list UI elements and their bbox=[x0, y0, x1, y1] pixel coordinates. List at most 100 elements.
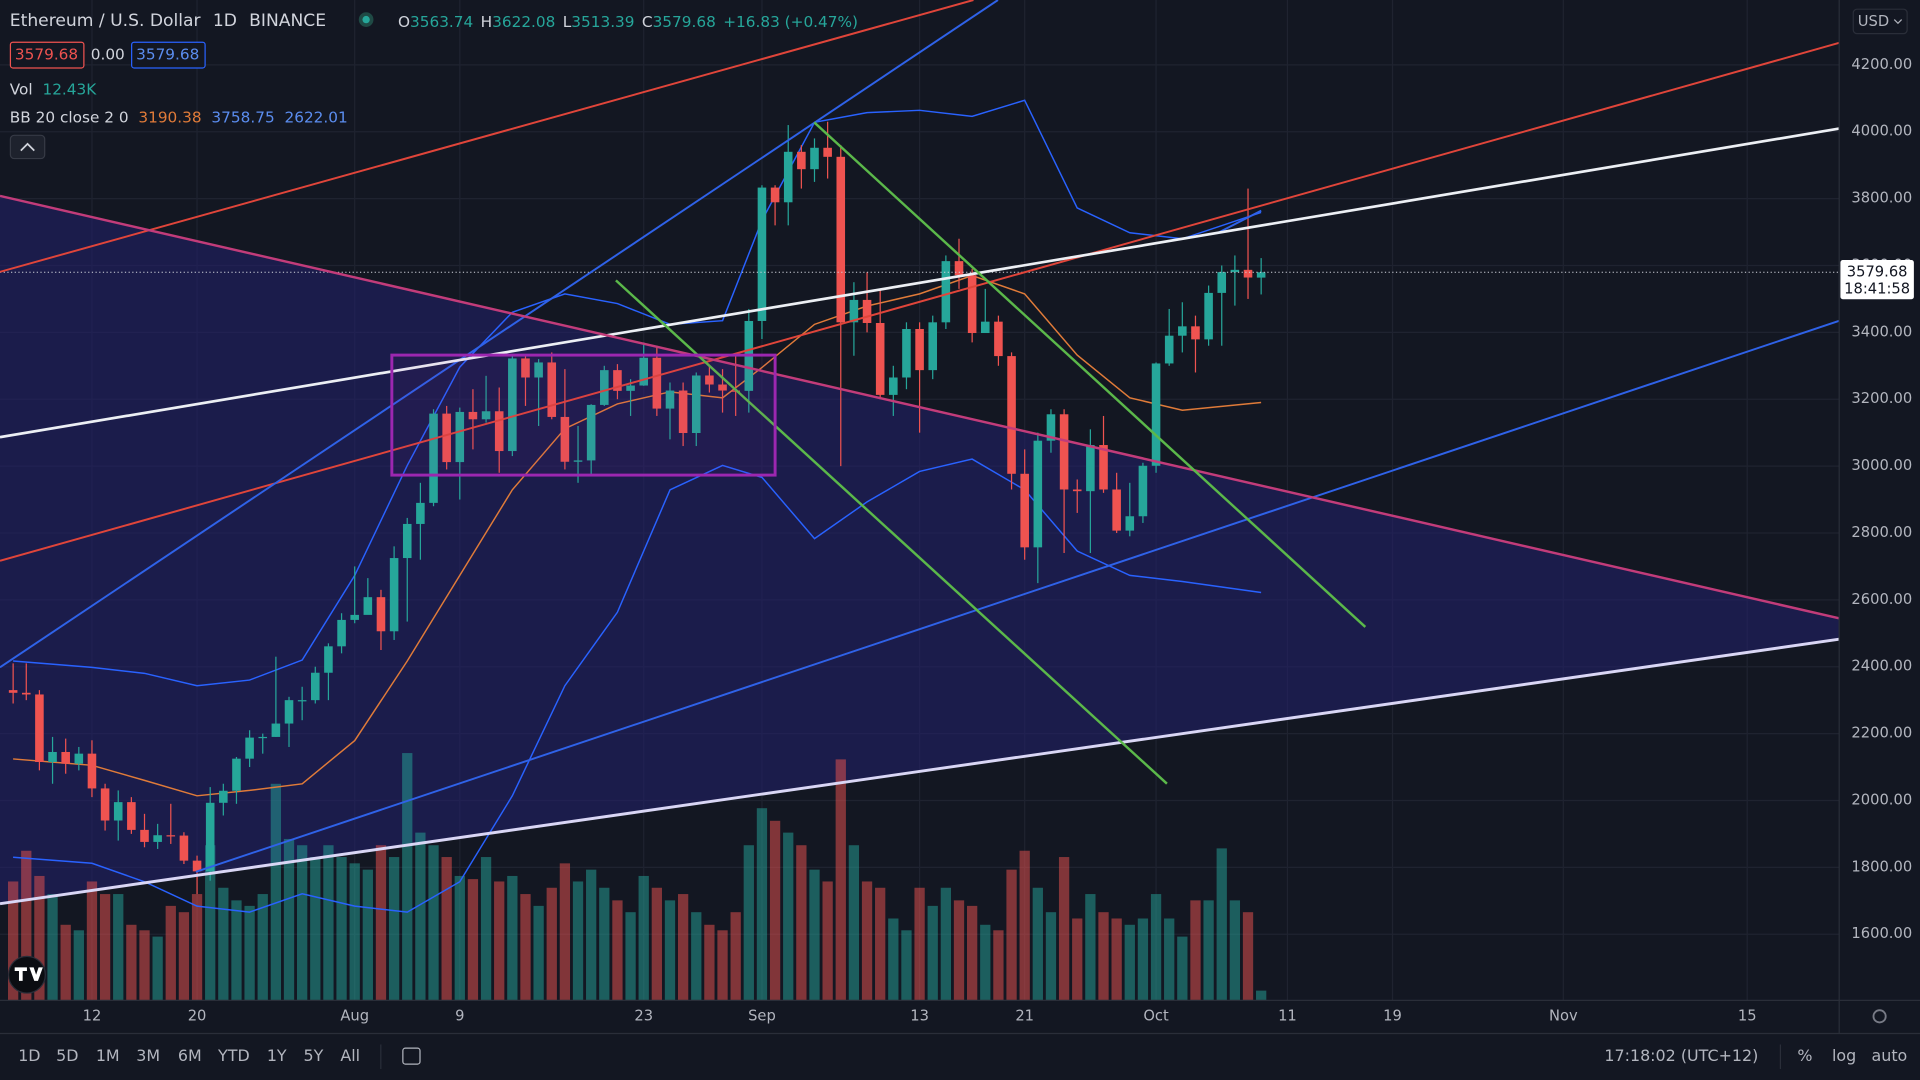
change: +16.83 (+0.47%) bbox=[723, 13, 858, 31]
sell-box[interactable] bbox=[9, 41, 85, 69]
toolbar-bg bbox=[0, 1033, 1920, 1080]
candle-body bbox=[442, 413, 451, 463]
percent-button[interactable]: % bbox=[1797, 1046, 1812, 1065]
currency[interactable]: USD bbox=[1858, 13, 1889, 30]
candle-body bbox=[613, 370, 622, 391]
candle-body bbox=[337, 619, 346, 647]
date-range-icon[interactable] bbox=[402, 1047, 421, 1065]
volume-bar bbox=[848, 845, 860, 1001]
logo[interactable] bbox=[7, 955, 46, 994]
bid[interactable]: 3579.68 bbox=[15, 46, 78, 64]
range-button[interactable]: YTD bbox=[217, 1046, 250, 1065]
volume-bar bbox=[586, 869, 597, 1001]
candle-body bbox=[494, 411, 504, 452]
auto-button[interactable]: auto bbox=[1871, 1046, 1907, 1065]
candle-body bbox=[271, 723, 281, 737]
volume-bar bbox=[691, 912, 702, 1001]
range-button[interactable]: 6M bbox=[178, 1046, 202, 1065]
volume-bar bbox=[441, 857, 452, 1001]
y-tick-label: 2400.00 bbox=[1851, 658, 1912, 675]
volume-bar bbox=[1124, 924, 1135, 1001]
bb-upper bbox=[13, 99, 1262, 687]
volume-bar bbox=[349, 863, 360, 1001]
candle-body bbox=[297, 700, 307, 702]
y-tick-label: 2000.00 bbox=[1851, 791, 1912, 808]
settings-icon[interactable] bbox=[1872, 1009, 1887, 1024]
range-button[interactable]: 1D bbox=[18, 1046, 40, 1065]
volume-bar bbox=[809, 869, 820, 1001]
candle-body bbox=[783, 151, 793, 203]
candle-body bbox=[678, 390, 688, 433]
volume-bar bbox=[888, 918, 899, 1001]
drawings bbox=[0, 0, 1840, 906]
volume-bar bbox=[822, 881, 833, 1001]
volume-bar bbox=[257, 894, 268, 1001]
candle-body bbox=[481, 411, 491, 420]
volume-bar bbox=[244, 905, 255, 1001]
o-label: O bbox=[398, 13, 410, 31]
volume-bar bbox=[914, 887, 925, 1001]
volume-bar bbox=[835, 759, 846, 1001]
volume-bar bbox=[625, 912, 636, 1001]
volume-bar bbox=[730, 912, 741, 1001]
volume-bar bbox=[966, 905, 978, 1001]
candle-body bbox=[915, 329, 924, 371]
candle-body bbox=[87, 753, 97, 789]
x-tick-label: Nov bbox=[1549, 1007, 1578, 1024]
x-tick-label: 15 bbox=[1738, 1007, 1757, 1024]
candle-body bbox=[61, 751, 70, 764]
bb-lower: 2622.01 bbox=[284, 108, 347, 126]
candle-body bbox=[1033, 440, 1043, 548]
symbol: Ethereum / U.S. Dollar bbox=[10, 11, 202, 31]
candle-body bbox=[140, 829, 149, 842]
triangle-fill bbox=[0, 195, 1840, 904]
collapse-button[interactable] bbox=[9, 134, 46, 160]
price-tag-box bbox=[1840, 260, 1914, 300]
volume-bar bbox=[743, 845, 754, 1001]
symbol-line: Ethereum / U.S. Dollar 1D BINANCE bbox=[10, 11, 326, 31]
candle-body bbox=[1007, 356, 1016, 474]
vol-value: 12.43K bbox=[42, 80, 97, 98]
bb-lower bbox=[13, 458, 1262, 913]
candle-body bbox=[179, 835, 189, 861]
bb-basis: 3190.38 bbox=[138, 108, 201, 126]
volume-bar bbox=[1058, 857, 1070, 1001]
candle-body bbox=[705, 375, 714, 385]
range-button[interactable]: 1M bbox=[96, 1046, 120, 1065]
ask[interactable]: 3579.68 bbox=[136, 46, 199, 64]
range-button[interactable]: 1Y bbox=[267, 1046, 287, 1065]
c-label: C bbox=[642, 13, 653, 31]
range-button[interactable]: 3M bbox=[136, 1046, 160, 1065]
candle-body bbox=[797, 151, 806, 170]
candle-body bbox=[560, 416, 570, 462]
volume-bar bbox=[1164, 918, 1175, 1001]
volume-bar bbox=[940, 887, 952, 1001]
candle-body bbox=[1086, 445, 1095, 492]
currency-box[interactable] bbox=[1852, 8, 1908, 35]
y-tick-label: 4000.00 bbox=[1851, 123, 1912, 140]
chevron-icon bbox=[20, 142, 35, 152]
range-button[interactable]: 5D bbox=[56, 1046, 78, 1065]
volume-bar bbox=[1072, 918, 1083, 1001]
log-button[interactable]: log bbox=[1832, 1046, 1856, 1065]
buy-box[interactable] bbox=[131, 41, 206, 69]
candle-body bbox=[1112, 489, 1121, 531]
candle-body bbox=[1256, 272, 1266, 278]
volume-bar bbox=[375, 845, 387, 1001]
volume-bar bbox=[402, 753, 413, 1001]
x-tick-label: 19 bbox=[1383, 1007, 1402, 1024]
volume-bar bbox=[126, 924, 137, 1001]
volume-bar bbox=[533, 905, 544, 1001]
candle-body bbox=[21, 692, 31, 695]
volume-bar bbox=[861, 881, 873, 1001]
volume-bar bbox=[139, 930, 150, 1001]
volume-bar bbox=[191, 894, 203, 1001]
h-value: 3622.08 bbox=[492, 13, 555, 31]
range-button[interactable]: All bbox=[340, 1046, 360, 1065]
trend-line bbox=[615, 279, 1168, 785]
range-button[interactable]: 5Y bbox=[304, 1046, 324, 1065]
volume-bar bbox=[231, 900, 242, 1001]
volume-bar bbox=[7, 881, 19, 1001]
